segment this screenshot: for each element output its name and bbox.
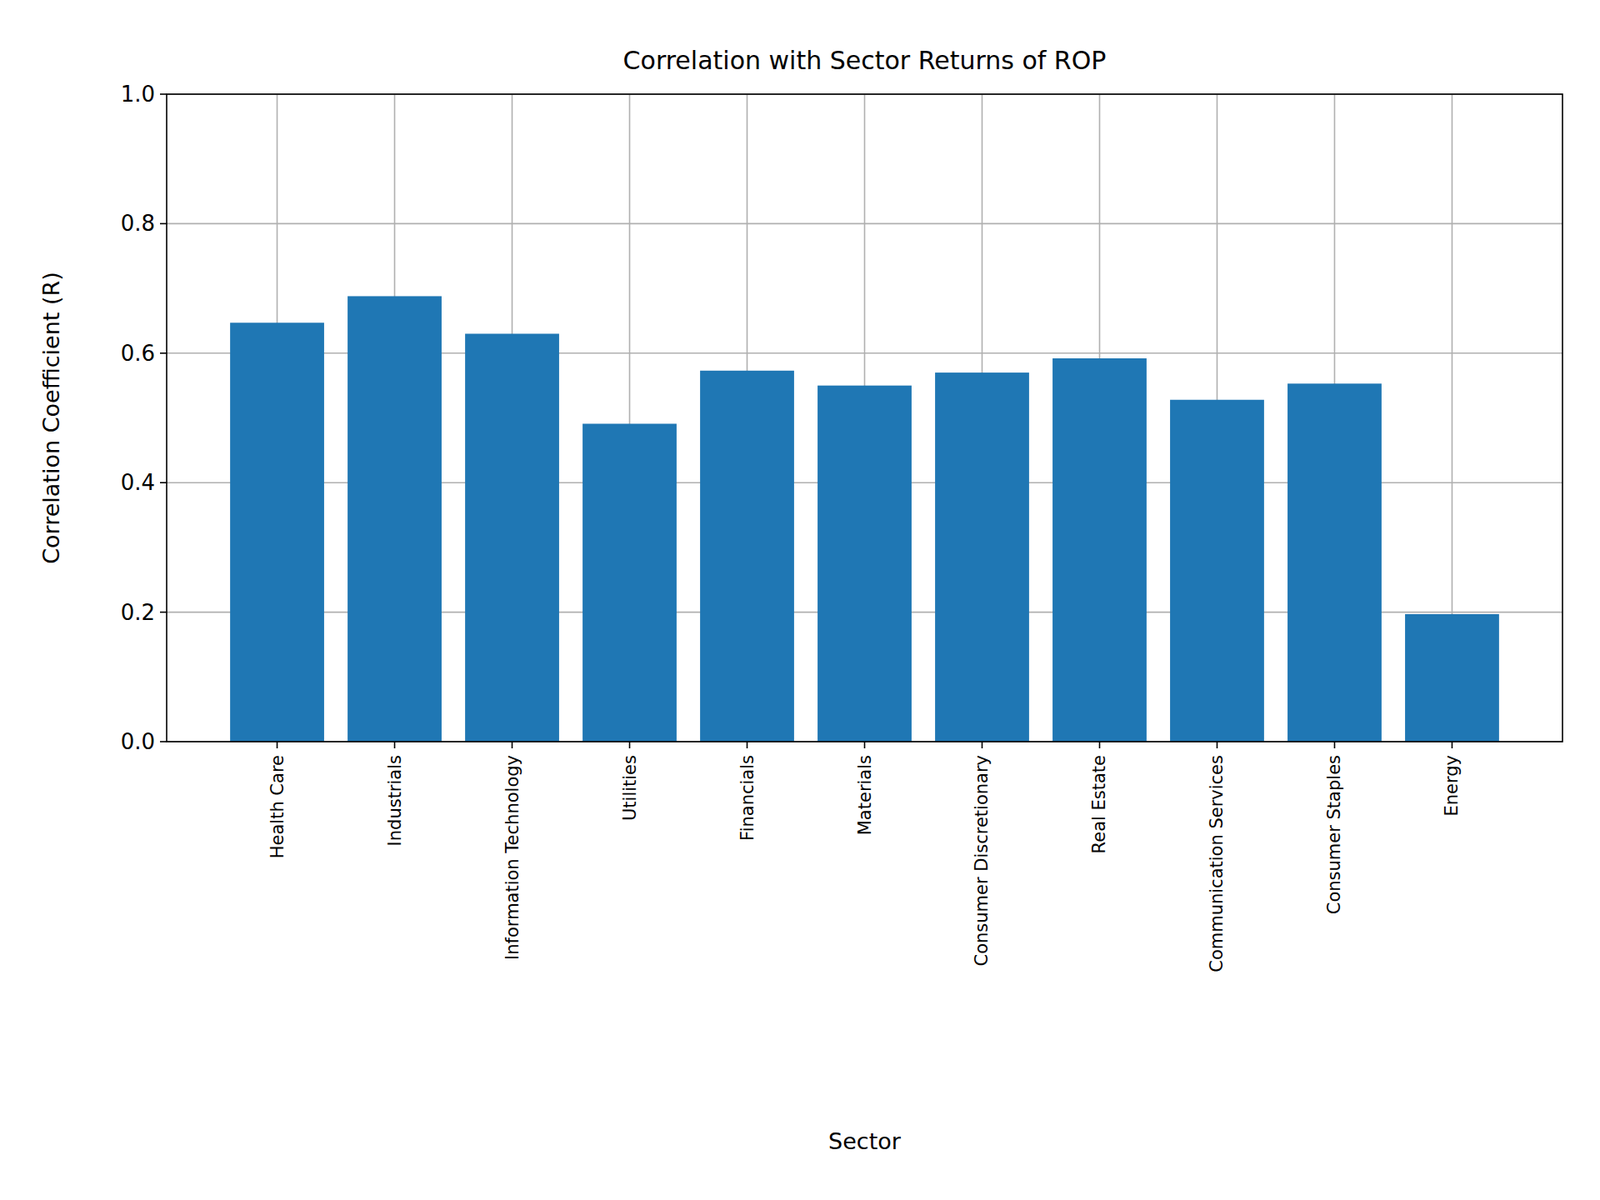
bar [1052,358,1147,742]
y-tick-label: 0.0 [120,729,155,755]
background [0,0,1600,1200]
x-tick-label: Financials [737,755,758,841]
y-tick [160,93,167,95]
x-axis-label: Sector [828,1128,902,1155]
bar [1287,383,1382,742]
y-tick-label: 0.2 [120,600,155,625]
bar [347,295,442,742]
x-tick [394,741,396,749]
x-tick [746,741,749,749]
bar [1170,400,1265,742]
x-tick-label: Consumer Discretionary [971,755,992,967]
y-tick-label: 1.0 [120,81,155,107]
title: Correlation with Sector Returns of ROP [623,45,1107,75]
y-tick [160,223,167,225]
bar [700,370,795,742]
bars [230,295,1500,742]
axes: 0.0 0.2 0.4 0.6 0.8 1.0 Health Care Industrials… [120,81,1563,973]
x-tick-label: Consumer Staples [1324,755,1345,915]
y-tick [160,740,167,743]
y-axis-label: Correlation Coefficient (R) [38,271,65,565]
chart-svg: 0.0 0.2 0.4 0.6 0.8 1.0 Health Care Industrials… [0,0,1600,1200]
x-tick-label: Health Care [267,755,288,859]
y-tick-label: 0.6 [120,340,155,366]
x-tick-label: Utilities [620,755,640,821]
x-tick [276,741,279,749]
x-tick-label: Real Estate [1089,755,1110,854]
bar [230,322,325,742]
x-tick [1451,741,1454,749]
y-tick [160,352,167,355]
x-tick-label: Energy [1441,755,1462,817]
bar [817,385,912,742]
bar [582,423,677,742]
x-tick-label: Materials [855,755,875,835]
x-tick [629,741,631,749]
x-tick [1099,741,1101,749]
grid [166,94,1563,742]
x-tick [1216,741,1219,749]
x-tick [1334,741,1336,749]
x-tick-label: Communication Services [1206,755,1227,973]
x-tick [981,741,984,749]
y-tick-label: 0.8 [120,210,155,236]
y-tick-label: 0.4 [120,470,155,495]
chart-container: 0.0 0.2 0.4 0.6 0.8 1.0 Health Care Industrials… [0,0,1600,1200]
x-tick-label: Information Technology [502,755,523,960]
y-tick [160,481,167,484]
y-tick [160,611,167,614]
plot-frame [166,94,1563,742]
bar [465,333,560,742]
x-tick-label: Industrials [385,755,405,846]
bar [1405,614,1500,742]
bar [935,372,1030,742]
x-tick [511,741,514,749]
x-tick [864,741,866,749]
